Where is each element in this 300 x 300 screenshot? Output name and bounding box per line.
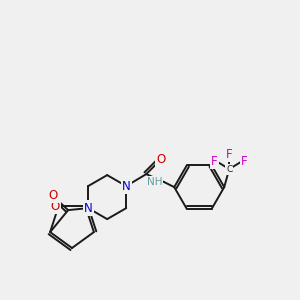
Text: NH: NH (147, 177, 162, 187)
Text: N: N (84, 202, 92, 214)
Text: C: C (226, 165, 232, 174)
Text: O: O (157, 153, 166, 166)
Text: F: F (211, 154, 217, 168)
Text: O: O (51, 200, 60, 213)
Text: O: O (49, 189, 58, 202)
Text: F: F (226, 148, 232, 160)
Text: N: N (122, 180, 130, 193)
Text: F: F (241, 154, 247, 168)
